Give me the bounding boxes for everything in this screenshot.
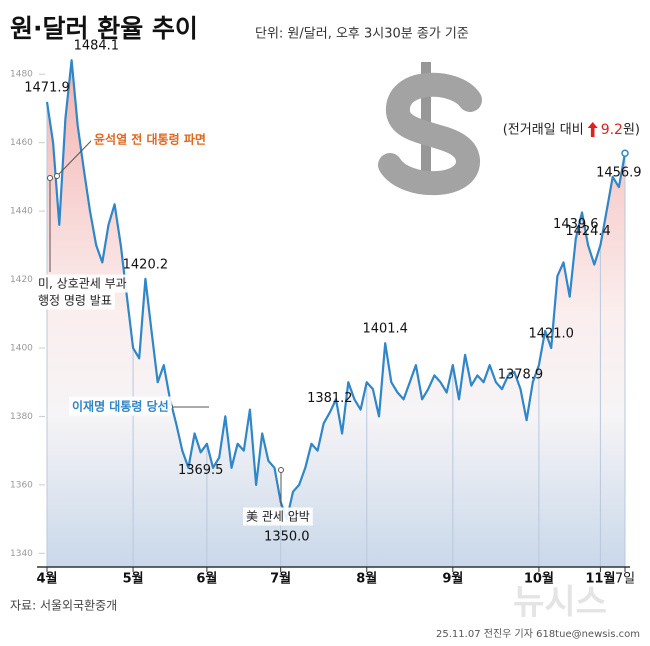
dollar-s xyxy=(378,72,482,196)
annotation: 이재명 대통령 당선 xyxy=(72,399,169,414)
value-label: 1439.6 xyxy=(553,217,599,232)
change-value: 9.2 xyxy=(601,122,623,138)
y-tick-label: 1380 xyxy=(10,412,33,422)
annotation-dot xyxy=(54,173,60,179)
annotation: 美 관세 압박 xyxy=(246,510,310,524)
value-label: 1456.9 xyxy=(596,166,642,181)
change-prefix: (전거래일 대비 xyxy=(503,123,584,138)
dollar-icon xyxy=(378,62,482,196)
value-label: 1471.9 xyxy=(24,80,70,95)
x-tick-label: 9월 xyxy=(442,571,463,587)
x-tick-label: 11월 xyxy=(585,571,615,587)
end-marker xyxy=(621,149,629,158)
value-label: 1381.2 xyxy=(307,391,353,406)
annotation-bg xyxy=(35,274,130,293)
title: 원·달러 환율 추이 xyxy=(10,14,198,43)
value-label: 1420.2 xyxy=(123,257,169,272)
annotation: 미, 상호관세 부과 xyxy=(38,277,127,291)
x-tick-label: 4월 xyxy=(36,571,57,587)
source: 자료: 서울외국환중개 xyxy=(10,599,117,613)
annotation: 행정 명령 발표 xyxy=(38,293,112,308)
y-tick-label: 1440 xyxy=(10,207,33,217)
x-tick-label: 7일 xyxy=(615,572,635,587)
annotation: 윤석열 전 대통령 파면 xyxy=(94,132,206,147)
value-label: 1424.4 xyxy=(565,224,611,239)
value-label: 1350.0 xyxy=(264,530,310,545)
credit: 25.11.07 전진우 기자 618tue@newsis.com xyxy=(436,628,640,640)
x-tick-label: 5월 xyxy=(123,571,144,587)
value-label: 1378.9 xyxy=(498,368,544,383)
annotation-bg xyxy=(69,396,172,416)
annotation-bg xyxy=(35,290,115,310)
change-suffix: 원) xyxy=(623,123,640,138)
area xyxy=(47,60,625,567)
annotation-dot xyxy=(278,467,284,473)
annotation-pointer xyxy=(56,139,93,177)
y-tick-label: 1340 xyxy=(10,549,33,559)
value-label: 1401.4 xyxy=(362,322,408,337)
x-tick-label: 8월 xyxy=(356,571,377,587)
value-label: 1421.0 xyxy=(528,326,574,341)
y-tick-label: 1360 xyxy=(10,480,33,490)
y-tick-label: 1400 xyxy=(10,343,33,353)
x-tick-label: 6월 xyxy=(196,571,217,587)
change-arrow xyxy=(587,122,598,137)
value-label: 1369.5 xyxy=(178,463,224,478)
annotation-dot xyxy=(47,175,53,181)
y-tick-label: 1420 xyxy=(10,275,33,285)
line xyxy=(45,59,627,521)
y-tick-label: 1460 xyxy=(10,138,33,148)
y-tick-label: 1480 xyxy=(10,70,33,80)
annotation-bg xyxy=(91,129,209,149)
logo: 뉴시스 xyxy=(513,583,607,623)
subtitle: 단위: 원/달러, 오후 3시30분 종가 기준 xyxy=(255,27,469,42)
x-tick-label: 7월 xyxy=(270,571,291,587)
annotation-bg xyxy=(243,507,313,526)
x-tick-label: 10월 xyxy=(524,571,554,587)
value-label: 1484.1 xyxy=(74,39,120,54)
